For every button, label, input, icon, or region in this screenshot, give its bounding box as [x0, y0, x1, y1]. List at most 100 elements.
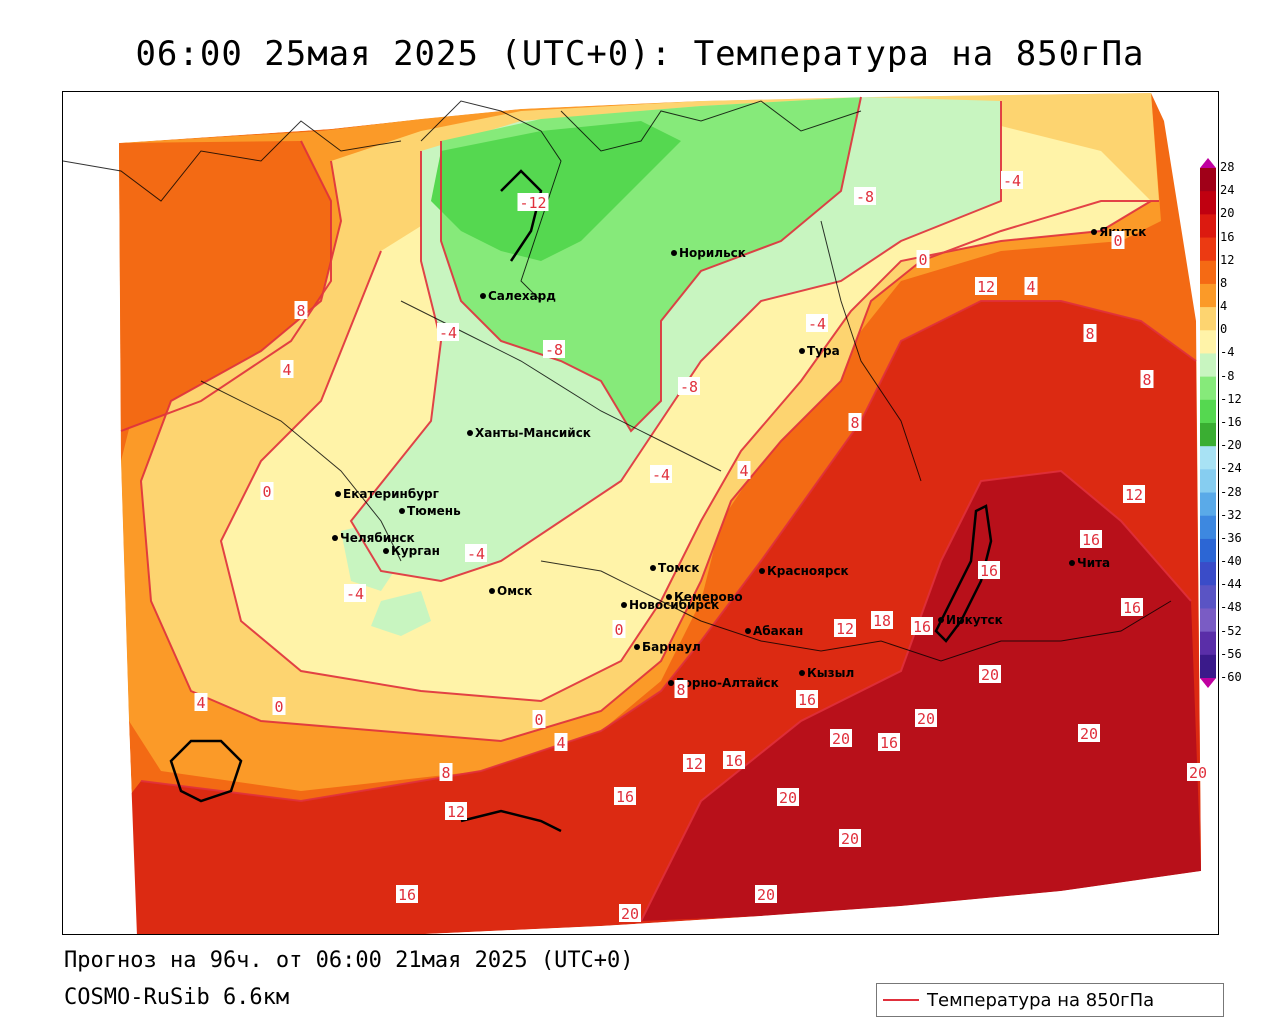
city-marker[interactable]: Омск: [489, 584, 532, 598]
forecast-info: Прогноз на 96ч. от 06:00 21мая 2025 (UTC…: [64, 948, 634, 973]
city-dot: [650, 565, 656, 571]
contour-label-text: -4: [467, 545, 485, 563]
contour-label-bg: [294, 301, 308, 319]
contour-label-bg: [194, 693, 208, 711]
contour-label: -8: [543, 340, 565, 359]
contour-label: 8: [848, 413, 862, 432]
colorbar-segment: [1200, 608, 1216, 633]
contour-label-bg: [445, 802, 467, 820]
contour-label-bg: [839, 829, 861, 847]
city-marker[interactable]: Салехард: [480, 289, 556, 303]
contour-label-text: 20: [917, 710, 935, 728]
colorbar-svg: [1200, 158, 1216, 688]
contour-label: 20: [619, 904, 641, 923]
colorbar-tick: -60: [1220, 670, 1242, 684]
model-info: COSMO-RuSib 6.6км: [64, 985, 290, 1010]
contour-label-text: 16: [913, 618, 931, 636]
city-marker[interactable]: Кемерово: [666, 590, 743, 604]
contour-label-bg: [911, 617, 933, 635]
city-marker[interactable]: Тюмень: [399, 504, 461, 518]
city-marker[interactable]: Барнаул: [634, 640, 701, 654]
contour-label-text: 20: [1080, 725, 1098, 743]
city-dot: [1091, 229, 1097, 235]
colorbar-segment: [1200, 237, 1216, 262]
city-marker[interactable]: Красноярск: [759, 564, 849, 578]
city-dot: [489, 588, 495, 594]
contour-label-text: 12: [685, 755, 703, 773]
legend-label: Температура на 850гПа: [927, 989, 1155, 1011]
arctic-white-2: [63, 421, 137, 934]
contour-label-text: 20: [1189, 764, 1207, 782]
city-marker[interactable]: Челябинск: [332, 531, 415, 545]
contour-label: 12: [1123, 485, 1145, 504]
city-label: Кызыл: [807, 666, 854, 680]
contour-label-text: 8: [1142, 371, 1151, 389]
contour-label-text: 0: [1113, 232, 1122, 250]
contour-label-text: 16: [616, 788, 634, 806]
field-dark-green: [431, 121, 681, 261]
contour-label-bg: [619, 904, 641, 922]
contour-label: 8: [439, 763, 453, 782]
contour-label-bg: [543, 340, 565, 358]
contour-label-text: 8: [1085, 325, 1094, 343]
city-marker[interactable]: Новосибирск: [621, 598, 719, 612]
colorbar-tick: -24: [1220, 461, 1242, 476]
contour-label-text: 8: [676, 681, 685, 699]
contour-label-text: 20: [841, 830, 859, 848]
contour-label: 4: [554, 733, 568, 752]
city-dot: [799, 348, 805, 354]
city-marker[interactable]: Ханты-Мансийск: [467, 426, 591, 440]
contour-label-bg: [465, 544, 487, 562]
colorbar-tick: -40: [1220, 554, 1242, 569]
contour-label-bg: [1121, 598, 1143, 616]
contour-label-text: 16: [398, 886, 416, 904]
colorbar-tick: 28: [1220, 160, 1235, 174]
colorbar-segment: [1200, 562, 1216, 586]
city-dot: [666, 594, 672, 600]
contour-label-bg: [683, 754, 705, 772]
contour-label-text: 16: [1082, 531, 1100, 549]
city-marker[interactable]: Норильск: [671, 246, 746, 260]
colorbar-segment: [1200, 191, 1216, 215]
city-marker[interactable]: Горно-Алтайск: [668, 676, 779, 690]
contour-label-bg: [396, 885, 418, 903]
city-label: Красноярск: [767, 564, 849, 578]
colorbar-tick: 0: [1220, 322, 1228, 337]
colorbar-segment: [1200, 446, 1216, 470]
city-marker[interactable]: Екатеринбург: [335, 487, 439, 501]
city-label: Тура: [807, 344, 840, 358]
city-marker[interactable]: Кызыл: [799, 666, 854, 680]
contour-label-bg: [830, 729, 852, 747]
city-label: Горно-Алтайск: [676, 676, 779, 690]
colorbar-segment: [1200, 260, 1216, 285]
colorbar-segment: [1200, 330, 1216, 354]
contour-label: 8: [1140, 370, 1154, 389]
contour-label-text: 12: [447, 803, 465, 821]
city-marker[interactable]: Томск: [650, 561, 700, 575]
contour-label: -4: [344, 584, 366, 603]
contour-label: -4: [1001, 171, 1023, 190]
contour-label-bg: [975, 277, 997, 295]
city-marker[interactable]: Абакан: [745, 624, 803, 638]
contour-label-bg: [796, 690, 818, 708]
colorbar-segment: [1200, 423, 1216, 447]
contour-label-text: -12: [519, 194, 546, 212]
field-west-orange: [119, 141, 331, 431]
city-label: Курган: [391, 544, 440, 558]
city-marker[interactable]: Иркутск: [938, 613, 1003, 627]
city-marker[interactable]: Чита: [1069, 556, 1110, 570]
colorbar-segment: [1200, 399, 1216, 424]
temperature-map[interactable]: ЯкутскНорильскСалехардТураХанты-Мансийск…: [62, 91, 1219, 935]
contour-label-text: 12: [1125, 486, 1143, 504]
contour-label: -8: [678, 377, 700, 396]
contour-label-bg: [916, 250, 930, 268]
contour-label: 20: [830, 729, 852, 748]
contour-label-text: 18: [873, 612, 891, 630]
contour-label-bg: [1187, 763, 1209, 781]
city-marker[interactable]: Курган: [383, 544, 440, 558]
city-marker[interactable]: Тура: [799, 344, 840, 358]
contour-label: 0: [532, 710, 546, 729]
colorbar-segment: [1200, 515, 1216, 540]
colorbar-tick: -20: [1220, 438, 1242, 453]
contour-label: 0: [272, 697, 286, 716]
